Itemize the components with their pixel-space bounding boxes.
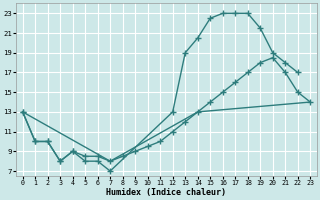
X-axis label: Humidex (Indice chaleur): Humidex (Indice chaleur) — [107, 188, 227, 197]
